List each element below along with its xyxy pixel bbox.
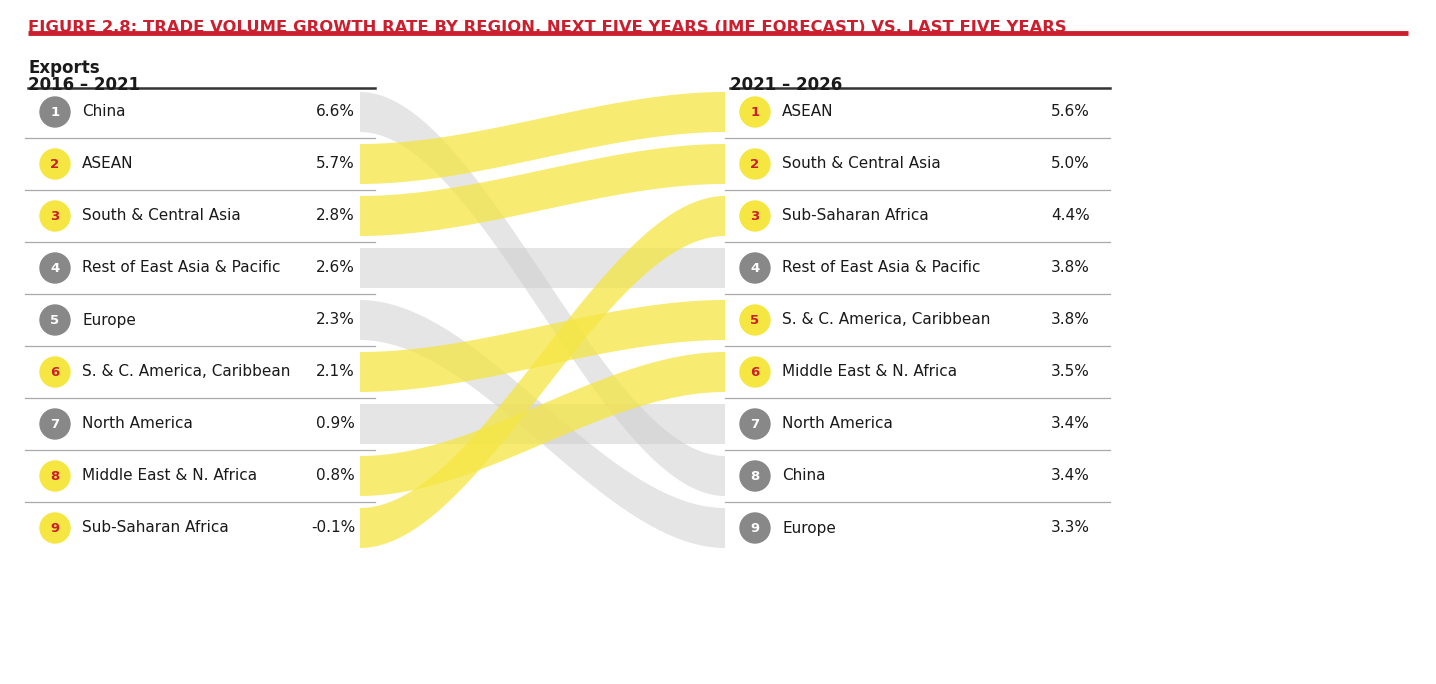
Text: 2.8%: 2.8%: [316, 209, 355, 224]
Text: 0.8%: 0.8%: [316, 469, 355, 484]
Text: ASEAN: ASEAN: [82, 157, 134, 172]
Text: Middle East & N. Africa: Middle East & N. Africa: [82, 469, 257, 484]
Circle shape: [40, 253, 70, 283]
Text: China: China: [783, 469, 826, 484]
Circle shape: [740, 253, 770, 283]
Circle shape: [40, 357, 70, 387]
Circle shape: [740, 357, 770, 387]
Circle shape: [740, 513, 770, 543]
Text: 6: 6: [751, 365, 760, 378]
Polygon shape: [360, 352, 725, 496]
Circle shape: [740, 149, 770, 179]
Text: 8: 8: [751, 469, 760, 482]
Text: 7: 7: [50, 417, 59, 430]
Text: Europe: Europe: [783, 521, 836, 536]
Circle shape: [740, 201, 770, 231]
Text: 2.3%: 2.3%: [316, 313, 355, 328]
Text: -0.1%: -0.1%: [310, 521, 355, 536]
Text: Rest of East Asia & Pacific: Rest of East Asia & Pacific: [82, 261, 280, 276]
Text: 4: 4: [50, 261, 60, 274]
Text: 4: 4: [751, 261, 760, 274]
Text: ASEAN: ASEAN: [783, 105, 833, 120]
Circle shape: [40, 201, 70, 231]
Circle shape: [740, 305, 770, 335]
Text: 2: 2: [50, 157, 59, 170]
Text: 5.0%: 5.0%: [1051, 157, 1090, 172]
Text: 3: 3: [50, 209, 60, 222]
Text: FIGURE 2.8: TRADE VOLUME GROWTH RATE BY REGION, NEXT FIVE YEARS (IMF FORECAST) V: FIGURE 2.8: TRADE VOLUME GROWTH RATE BY …: [27, 20, 1067, 35]
Text: 3.8%: 3.8%: [1051, 313, 1090, 328]
Text: 2.6%: 2.6%: [316, 261, 355, 276]
Circle shape: [40, 513, 70, 543]
Text: 0.9%: 0.9%: [316, 417, 355, 432]
Text: Sub-Saharan Africa: Sub-Saharan Africa: [783, 209, 929, 224]
Text: Sub-Saharan Africa: Sub-Saharan Africa: [82, 521, 228, 536]
Circle shape: [40, 149, 70, 179]
Text: 3.4%: 3.4%: [1051, 469, 1090, 484]
Text: 1: 1: [751, 105, 760, 118]
Text: Middle East & N. Africa: Middle East & N. Africa: [783, 365, 958, 380]
Text: 5.7%: 5.7%: [316, 157, 355, 172]
Circle shape: [740, 97, 770, 127]
Text: 3.5%: 3.5%: [1051, 365, 1090, 380]
Circle shape: [40, 305, 70, 335]
Text: 2.1%: 2.1%: [316, 365, 355, 380]
Text: North America: North America: [783, 417, 893, 432]
Text: Rest of East Asia & Pacific: Rest of East Asia & Pacific: [783, 261, 981, 276]
Text: 3.4%: 3.4%: [1051, 417, 1090, 432]
Polygon shape: [360, 92, 725, 184]
Text: 6.6%: 6.6%: [316, 105, 355, 120]
Text: 9: 9: [751, 521, 760, 534]
Text: North America: North America: [82, 417, 192, 432]
Text: 3.8%: 3.8%: [1051, 261, 1090, 276]
Circle shape: [740, 461, 770, 491]
Text: S. & C. America, Caribbean: S. & C. America, Caribbean: [82, 365, 290, 380]
Text: 7: 7: [751, 417, 760, 430]
Circle shape: [40, 409, 70, 439]
Text: South & Central Asia: South & Central Asia: [82, 209, 241, 224]
Polygon shape: [360, 300, 725, 548]
Polygon shape: [360, 248, 725, 288]
Text: 5: 5: [751, 313, 760, 326]
Text: 6: 6: [50, 365, 60, 378]
Text: 2021 – 2026: 2021 – 2026: [729, 76, 843, 94]
Text: 2016 – 2021: 2016 – 2021: [27, 76, 141, 94]
Text: Europe: Europe: [82, 313, 136, 328]
Polygon shape: [360, 144, 725, 236]
Circle shape: [40, 97, 70, 127]
Text: 4.4%: 4.4%: [1051, 209, 1090, 224]
Polygon shape: [360, 196, 725, 548]
Circle shape: [40, 461, 70, 491]
Polygon shape: [360, 404, 725, 444]
Text: China: China: [82, 105, 125, 120]
Text: 5.6%: 5.6%: [1051, 105, 1090, 120]
Circle shape: [740, 409, 770, 439]
Text: 3: 3: [751, 209, 760, 222]
Text: 1: 1: [50, 105, 59, 118]
Text: Exports: Exports: [27, 59, 99, 77]
Polygon shape: [360, 92, 725, 496]
Text: S. & C. America, Caribbean: S. & C. America, Caribbean: [783, 313, 991, 328]
Text: 5: 5: [50, 313, 59, 326]
Polygon shape: [360, 300, 725, 392]
Text: 9: 9: [50, 521, 59, 534]
Text: 2: 2: [751, 157, 760, 170]
Text: 8: 8: [50, 469, 60, 482]
Text: 3.3%: 3.3%: [1051, 521, 1090, 536]
Text: South & Central Asia: South & Central Asia: [783, 157, 941, 172]
